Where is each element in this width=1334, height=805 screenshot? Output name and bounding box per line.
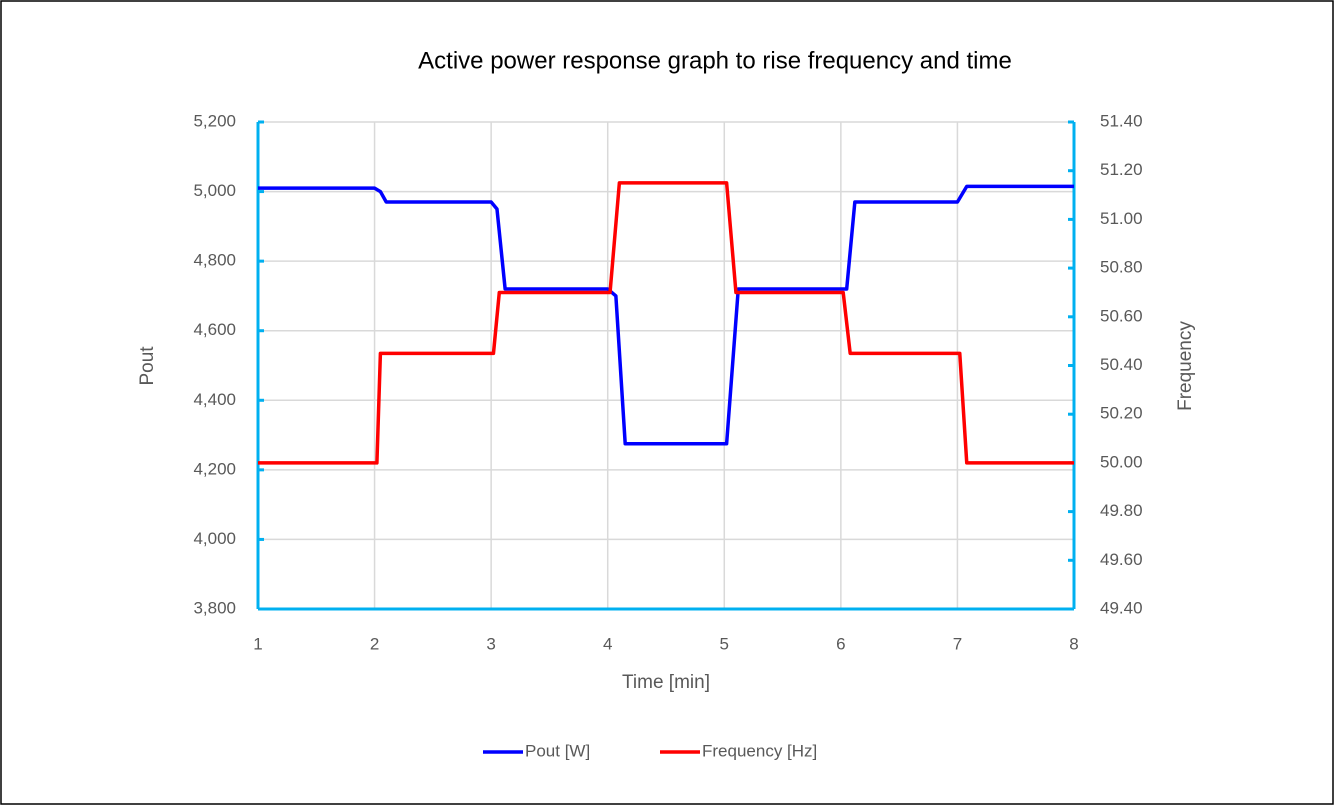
x-tick-label: 2: [370, 634, 379, 653]
y2-tick-label: 50.40: [1100, 355, 1143, 374]
x-tick-label: 1: [253, 634, 262, 653]
y2-tick-label: 49.80: [1100, 501, 1143, 520]
y2-tick-label: 51.20: [1100, 160, 1143, 179]
x-tick-label: 8: [1069, 634, 1078, 653]
series-line: [258, 181, 1074, 465]
y-tick-label: 4,200: [193, 459, 236, 478]
legend-label: Frequency [Hz]: [702, 741, 817, 760]
y-tick-label: 5,000: [193, 181, 236, 200]
y2-axis-label: Frequency: [1175, 321, 1196, 411]
x-tick-label: 7: [953, 634, 962, 653]
y-tick-label: 4,000: [193, 529, 236, 548]
x-axis-label: Time [min]: [622, 672, 710, 693]
x-tick-label: 4: [603, 634, 612, 653]
y-tick-label: 5,200: [193, 111, 236, 130]
y2-tick-label: 49.60: [1100, 550, 1143, 569]
y-axis-label: Pout: [137, 346, 158, 386]
y2-tick-label: 50.00: [1100, 452, 1143, 471]
y-tick-label: 3,800: [193, 598, 236, 617]
x-tick-label: 5: [720, 634, 729, 653]
y2-tick-label: 50.80: [1100, 258, 1143, 277]
x-tick-label: 6: [836, 634, 845, 653]
series-line: [258, 184, 1074, 446]
legend-label: Pout [W]: [525, 741, 590, 760]
y2-tick-label: 50.60: [1100, 306, 1143, 325]
y2-tick-label: 51.00: [1100, 209, 1143, 228]
y-tick-label: 4,400: [193, 390, 236, 409]
y2-tick-label: 51.40: [1100, 111, 1143, 130]
y-tick-label: 4,600: [193, 320, 236, 339]
y2-tick-label: 49.40: [1100, 598, 1143, 617]
y2-tick-label: 50.20: [1100, 404, 1143, 423]
x-tick-label: 3: [486, 634, 495, 653]
y-tick-label: 4,800: [193, 251, 236, 270]
chart-title: Active power response graph to rise freq…: [418, 47, 1012, 74]
